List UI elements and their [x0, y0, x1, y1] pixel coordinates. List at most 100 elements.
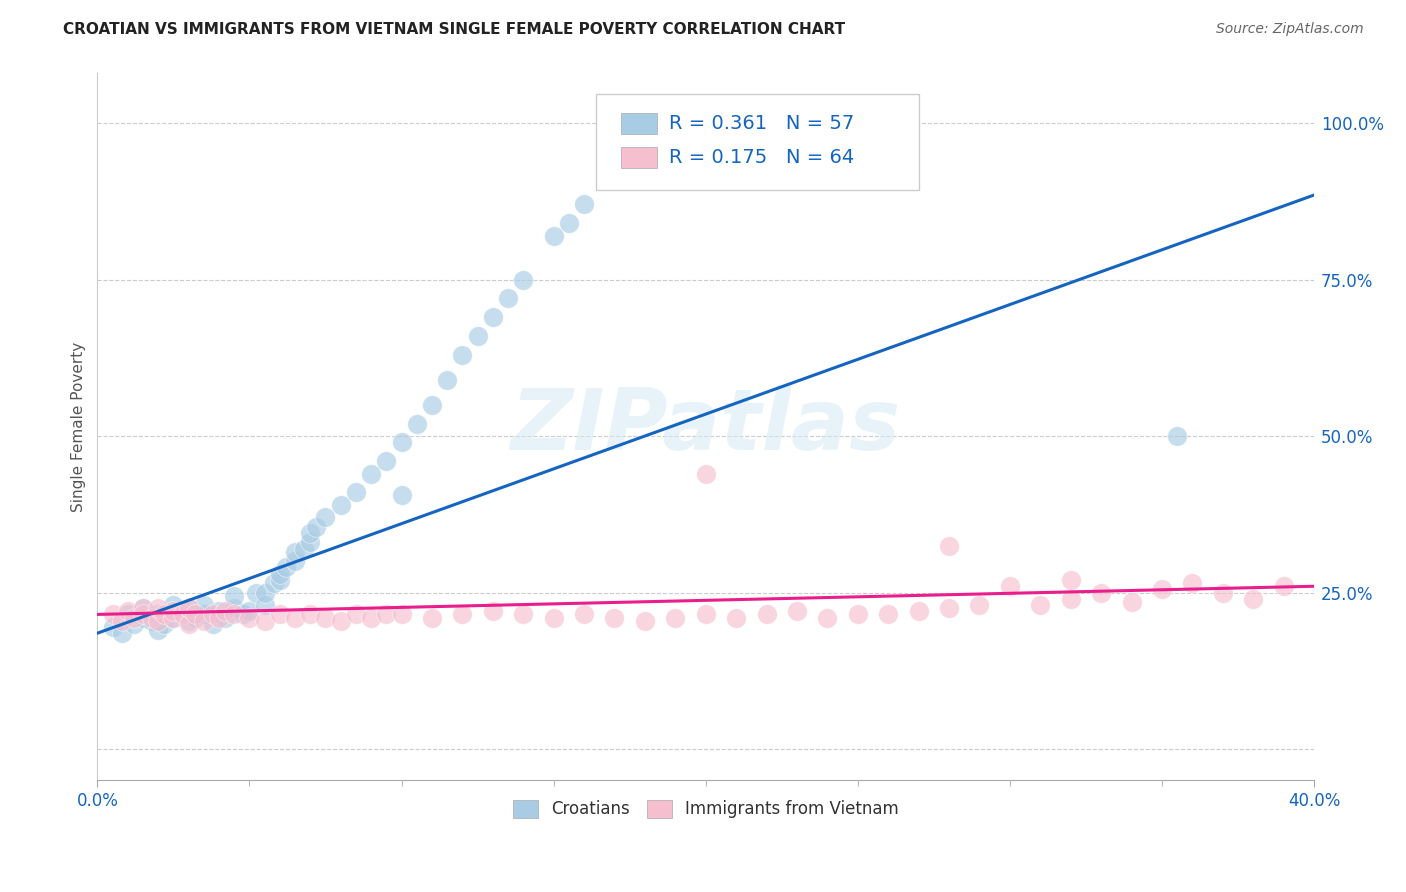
Point: [208, 610, 231, 624]
Point: [224, 589, 246, 603]
Point: [420, 398, 443, 412]
Point: [263, 576, 285, 591]
Point: [111, 614, 134, 628]
Text: R = 0.361   N = 57: R = 0.361 N = 57: [669, 114, 855, 133]
Point: [558, 216, 581, 230]
Point: [208, 604, 231, 618]
Point: [253, 585, 276, 599]
Point: [193, 598, 215, 612]
Legend: Croatians, Immigrants from Vietnam: Croatians, Immigrants from Vietnam: [506, 793, 905, 825]
Point: [269, 573, 291, 587]
Point: [162, 598, 184, 612]
Point: [815, 610, 838, 624]
Point: [344, 485, 367, 500]
Point: [162, 610, 184, 624]
Text: CROATIAN VS IMMIGRANTS FROM VIETNAM SINGLE FEMALE POVERTY CORRELATION CHART: CROATIAN VS IMMIGRANTS FROM VIETNAM SING…: [63, 22, 845, 37]
Point: [481, 604, 503, 618]
Point: [153, 607, 176, 622]
Point: [305, 520, 328, 534]
Point: [1090, 585, 1112, 599]
Point: [969, 598, 991, 612]
Point: [1212, 585, 1234, 599]
Point: [284, 545, 307, 559]
Point: [148, 614, 170, 628]
Point: [214, 604, 236, 618]
Point: [117, 604, 139, 618]
Point: [224, 607, 246, 622]
Point: [162, 604, 184, 618]
Point: [141, 610, 163, 624]
Text: ZIPatlas: ZIPatlas: [510, 385, 901, 468]
Point: [1029, 598, 1052, 612]
Point: [391, 435, 413, 450]
FancyBboxPatch shape: [620, 147, 657, 168]
Point: [292, 541, 315, 556]
Point: [496, 291, 519, 305]
Point: [1241, 591, 1264, 606]
Point: [451, 607, 474, 622]
Point: [201, 616, 224, 631]
Point: [391, 488, 413, 502]
Point: [132, 610, 155, 624]
Point: [695, 467, 717, 481]
Point: [375, 454, 398, 468]
Point: [877, 607, 900, 622]
Point: [111, 626, 134, 640]
Point: [572, 607, 595, 622]
Point: [153, 616, 176, 631]
Point: [284, 610, 307, 624]
Point: [132, 607, 155, 622]
Point: [299, 526, 322, 541]
Point: [183, 610, 205, 624]
Point: [664, 610, 686, 624]
Point: [269, 607, 291, 622]
Point: [543, 228, 565, 243]
Point: [436, 373, 458, 387]
Point: [755, 607, 778, 622]
Point: [938, 601, 960, 615]
Point: [603, 610, 626, 624]
Point: [360, 610, 382, 624]
Point: [1272, 579, 1295, 593]
Point: [1060, 573, 1083, 587]
Point: [177, 601, 200, 615]
Point: [245, 585, 267, 599]
Point: [481, 310, 503, 324]
Point: [177, 614, 200, 628]
Point: [344, 607, 367, 622]
Point: [512, 272, 534, 286]
Point: [148, 607, 170, 622]
Point: [284, 554, 307, 568]
Point: [543, 610, 565, 624]
Point: [193, 607, 215, 622]
Point: [224, 601, 246, 615]
FancyBboxPatch shape: [596, 95, 918, 190]
Point: [1121, 595, 1143, 609]
Point: [148, 601, 170, 615]
Point: [1166, 429, 1188, 443]
Point: [238, 610, 260, 624]
Point: [253, 614, 276, 628]
Point: [117, 607, 139, 622]
Point: [786, 604, 808, 618]
Point: [938, 539, 960, 553]
Point: [299, 607, 322, 622]
Point: [232, 607, 254, 622]
Point: [375, 607, 398, 622]
Point: [329, 614, 352, 628]
Point: [238, 604, 260, 618]
Point: [846, 607, 869, 622]
Point: [1181, 576, 1204, 591]
Point: [695, 607, 717, 622]
Point: [177, 601, 200, 615]
Point: [572, 197, 595, 211]
Point: [101, 620, 124, 634]
FancyBboxPatch shape: [620, 113, 657, 134]
Point: [314, 510, 336, 524]
Point: [122, 610, 145, 624]
Point: [172, 604, 194, 618]
Point: [172, 607, 194, 622]
Point: [183, 607, 205, 622]
Point: [391, 607, 413, 622]
Point: [269, 566, 291, 581]
